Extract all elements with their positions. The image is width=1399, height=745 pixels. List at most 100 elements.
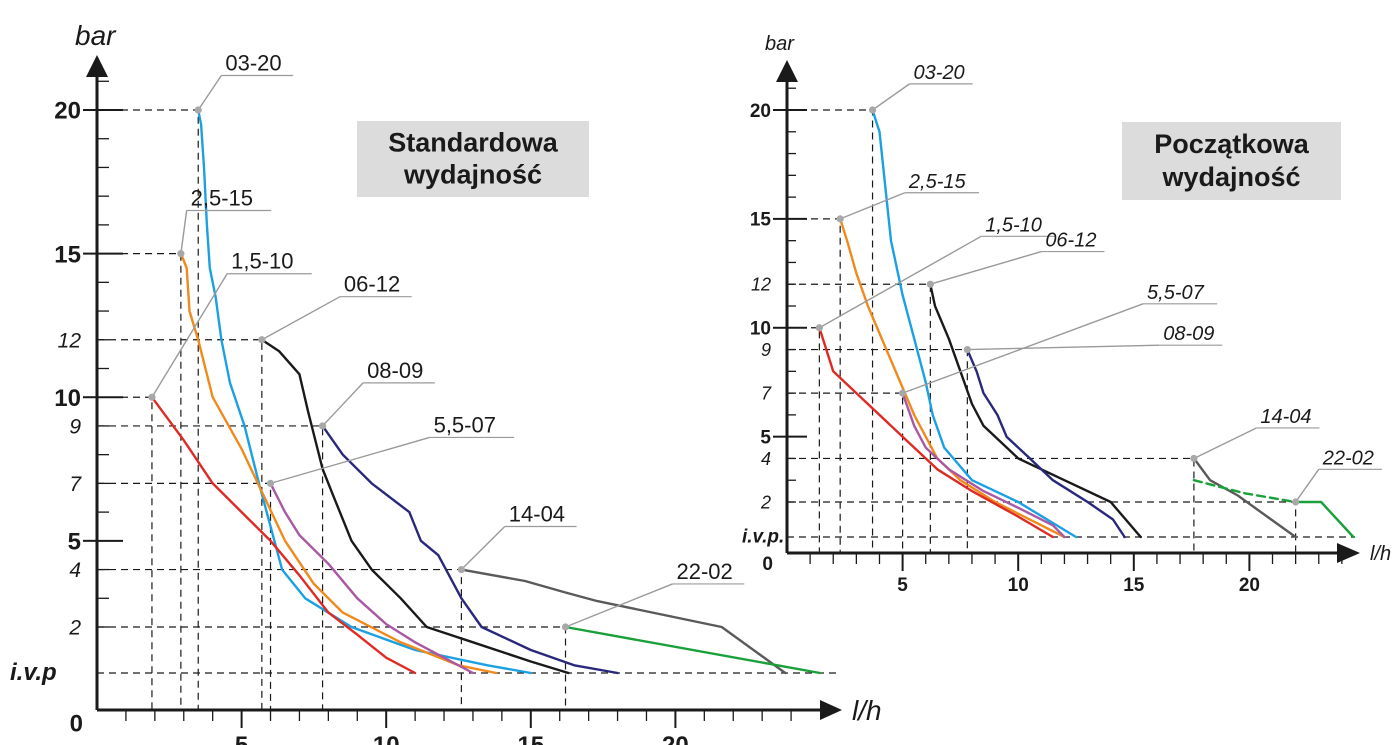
y-tick-label: 5 bbox=[68, 528, 81, 555]
guide-line bbox=[97, 426, 323, 710]
marker-dot bbox=[816, 324, 823, 331]
marker-dot bbox=[837, 215, 844, 222]
guide-line bbox=[97, 110, 198, 710]
marker-dot bbox=[1292, 498, 1299, 505]
series-22-02-line bbox=[566, 627, 821, 673]
y-tick-label: 10 bbox=[750, 319, 771, 340]
guide-line bbox=[787, 393, 903, 553]
x-tick-label: 10 bbox=[373, 732, 400, 745]
x-tick-label: 15 bbox=[517, 732, 544, 745]
ivp-label: i.v.p bbox=[10, 659, 57, 686]
leader-line bbox=[461, 526, 504, 569]
y-tick-label: 9 bbox=[69, 416, 81, 439]
marker-dot bbox=[148, 394, 155, 401]
marker-dot bbox=[319, 422, 326, 429]
y-tick-label: 7 bbox=[69, 473, 82, 496]
series-22-02-line bbox=[1296, 502, 1354, 537]
x-axis-label: l/h bbox=[852, 695, 882, 726]
origin-label: 0 bbox=[70, 711, 83, 738]
leader-line bbox=[323, 383, 363, 426]
y-tick-label: 9 bbox=[761, 340, 771, 360]
marker-dot bbox=[177, 250, 184, 257]
chart-panel-1: Standardowawydajność5101520247912i.v.p05… bbox=[10, 20, 882, 745]
guide-line bbox=[787, 458, 1194, 553]
marker-dot bbox=[562, 623, 569, 630]
series-label: 22-02 bbox=[1322, 447, 1374, 469]
y-tick-label: 2 bbox=[68, 617, 81, 640]
marker-dot bbox=[899, 390, 906, 397]
x-axis-arrow bbox=[1337, 543, 1360, 563]
y-tick-label: 2 bbox=[760, 492, 771, 512]
marker-dot bbox=[927, 281, 934, 288]
x-tick-label: 10 bbox=[1008, 575, 1029, 596]
chart-title-line-2: wydajność bbox=[403, 159, 542, 189]
y-tick-label: 15 bbox=[750, 210, 772, 231]
series-06-12-line bbox=[930, 284, 1140, 537]
leader-line bbox=[819, 236, 981, 327]
series-08-09-line bbox=[967, 350, 1124, 537]
y-tick-label: 4 bbox=[761, 449, 771, 469]
y-tick-label: 5 bbox=[760, 428, 771, 449]
y-tick-label: 20 bbox=[54, 98, 81, 125]
series-label: 5,5-07 bbox=[434, 412, 496, 437]
y-tick-label: 4 bbox=[69, 559, 81, 582]
guide-line bbox=[97, 340, 262, 710]
series-label: 06-12 bbox=[1045, 230, 1096, 252]
guide-line bbox=[787, 328, 819, 553]
series-label: 08-09 bbox=[367, 358, 423, 383]
series-1,5-10-line bbox=[819, 328, 1053, 537]
leader-line bbox=[1194, 428, 1256, 458]
guide-line bbox=[787, 502, 1296, 553]
series-label: 14-04 bbox=[1260, 406, 1311, 428]
x-tick-label: 15 bbox=[1123, 575, 1145, 596]
series-label: 1,5-10 bbox=[985, 214, 1042, 236]
series-dashed-line bbox=[1194, 480, 1296, 502]
y-tick-label: 7 bbox=[761, 384, 772, 404]
y-axis-label: bar bbox=[765, 33, 795, 55]
y-axis-label: bar bbox=[75, 20, 117, 51]
y-tick-label: 10 bbox=[54, 385, 81, 412]
y-tick-label: 15 bbox=[54, 241, 81, 268]
leader-line bbox=[566, 584, 673, 627]
series-label: 1,5-10 bbox=[231, 249, 293, 274]
y-axis-arrow bbox=[86, 55, 108, 77]
leader-line bbox=[873, 84, 910, 110]
ivp-label: i.v.p. bbox=[742, 527, 784, 548]
guide-line bbox=[97, 627, 566, 710]
guide-line bbox=[97, 570, 461, 710]
x-tick-label: 20 bbox=[1239, 575, 1260, 596]
chart-title-line-1: Początkowa bbox=[1154, 129, 1310, 159]
guide-line bbox=[97, 254, 181, 710]
x-tick-label: 20 bbox=[662, 732, 689, 745]
leader-line bbox=[1296, 469, 1319, 502]
leader-line bbox=[152, 274, 227, 398]
leader-line bbox=[930, 252, 1041, 285]
x-axis-label: l/h bbox=[1370, 543, 1391, 565]
series-label: 22-02 bbox=[677, 559, 733, 584]
chart-title-line-2: wydajność bbox=[1161, 162, 1300, 192]
guide-line bbox=[787, 350, 967, 553]
origin-label: 0 bbox=[762, 554, 773, 575]
series-label: 14-04 bbox=[509, 501, 565, 526]
guide-line bbox=[97, 483, 271, 710]
marker-dot bbox=[869, 106, 876, 113]
guide-line bbox=[787, 219, 840, 553]
leader-line bbox=[967, 345, 1159, 349]
marker-dot bbox=[458, 566, 465, 573]
marker-dot bbox=[964, 346, 971, 353]
marker-dot bbox=[1190, 455, 1197, 462]
leader-line bbox=[262, 297, 340, 340]
x-tick-label: 5 bbox=[235, 732, 248, 745]
leader-line bbox=[271, 437, 430, 483]
x-tick-label: 5 bbox=[897, 575, 908, 596]
marker-dot bbox=[258, 336, 265, 343]
leader-line bbox=[181, 211, 187, 254]
chart-title-line-1: Standardowa bbox=[388, 127, 559, 157]
y-tick-label: 12 bbox=[751, 275, 771, 295]
series-label: 08-09 bbox=[1163, 323, 1214, 345]
series-label: 2,5-15 bbox=[908, 171, 967, 193]
x-axis-arrow bbox=[820, 700, 842, 720]
marker-dot bbox=[195, 106, 202, 113]
